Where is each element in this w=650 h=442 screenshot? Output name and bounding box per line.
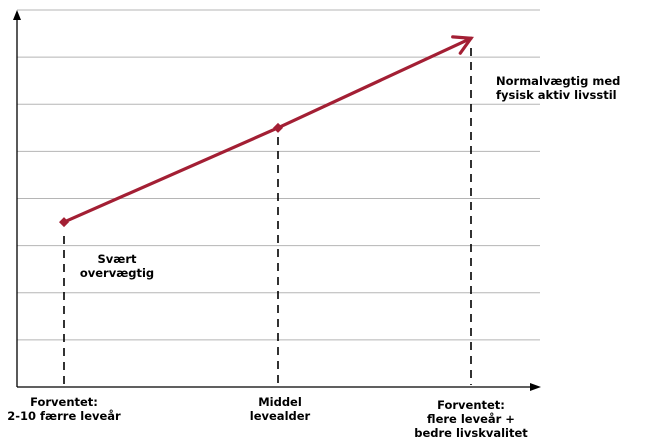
annotation-start: Svært overvægtig: [79, 252, 155, 280]
axes: [13, 10, 541, 391]
data-point-1: [273, 122, 283, 133]
gridlines: [17, 9, 540, 341]
series-group: [59, 35, 474, 228]
x-tick-label-1: Middel levealder: [249, 395, 311, 423]
data-point-0: [59, 217, 69, 228]
series-line: [62, 36, 473, 224]
x-tick-label-2: Forventet: flere leveår + bedre livskvalit…: [414, 398, 528, 440]
x-tick-label-0: Forventet: 2-10 færre leveår: [7, 395, 121, 423]
annotation-end: Normalvægtig med fysisk aktiv livsstil: [496, 74, 621, 102]
y-axis-arrow: [13, 10, 21, 20]
x-axis-arrow: [530, 383, 541, 391]
drop-lines: [63, 48, 472, 385]
series-arrowhead: [451, 35, 474, 55]
